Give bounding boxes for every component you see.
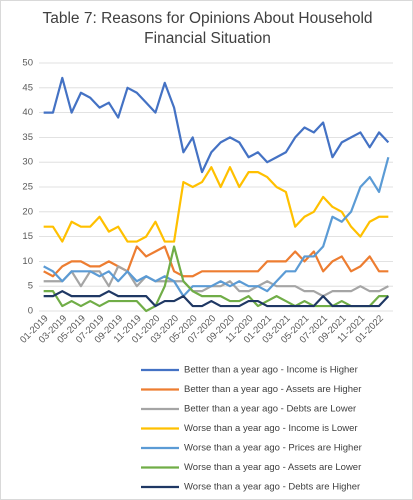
series-line bbox=[43, 76, 390, 174]
legend-label: Worse than a year ago - Debts are Higher bbox=[184, 482, 360, 493]
series-line bbox=[43, 166, 389, 243]
legend-label: Better than a year ago - Debts are Lower bbox=[184, 404, 356, 415]
y-tick-label: 25 bbox=[22, 182, 33, 193]
legend-label: Worse than a year ago - Prices are Highe… bbox=[184, 443, 362, 454]
legend-label: Better than a year ago - Assets are High… bbox=[184, 384, 361, 395]
y-tick-label: 45 bbox=[22, 82, 33, 93]
chart-title: Table 7: Reasons for Opinions About Hous… bbox=[42, 10, 373, 47]
legend-label: Better than a year ago - Income is Highe… bbox=[184, 365, 358, 376]
y-tick-label: 0 bbox=[28, 306, 33, 317]
y-tick-label: 15 bbox=[22, 231, 33, 242]
y-tick-label: 20 bbox=[22, 206, 33, 217]
y-tick-label: 10 bbox=[22, 256, 33, 267]
y-tick-label: 50 bbox=[22, 58, 33, 69]
y-tick-label: 5 bbox=[28, 281, 33, 292]
series-line bbox=[43, 245, 389, 313]
legend-label: Worse than a year ago - Income is Lower bbox=[184, 423, 358, 434]
series-line bbox=[43, 265, 389, 298]
y-tick-label: 30 bbox=[22, 157, 33, 168]
legend-label: Worse than a year ago - Assets are Lower bbox=[184, 462, 361, 473]
y-tick-label: 35 bbox=[22, 132, 33, 143]
series-line bbox=[43, 245, 389, 278]
series-line bbox=[43, 156, 390, 298]
legend: Better than a year ago - Income is Highe… bbox=[141, 365, 362, 493]
y-tick-label: 40 bbox=[22, 107, 33, 118]
series-line bbox=[43, 290, 390, 308]
